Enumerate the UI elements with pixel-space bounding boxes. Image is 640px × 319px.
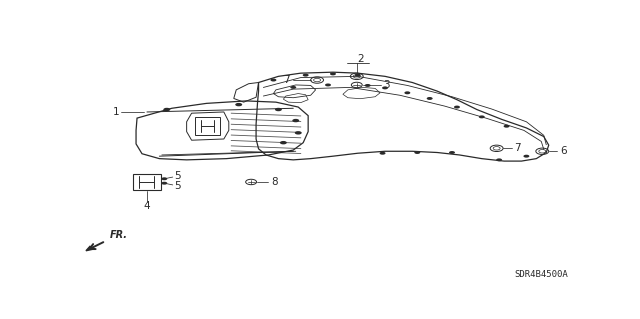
Circle shape <box>330 72 336 75</box>
Circle shape <box>427 97 433 100</box>
Circle shape <box>504 125 509 128</box>
Circle shape <box>271 78 276 82</box>
Text: 1: 1 <box>113 107 120 117</box>
Circle shape <box>275 108 282 111</box>
Text: 7: 7 <box>283 75 290 85</box>
Circle shape <box>161 177 167 180</box>
Circle shape <box>236 103 242 106</box>
Text: 7: 7 <box>514 143 521 153</box>
Circle shape <box>291 86 296 89</box>
Circle shape <box>454 106 460 108</box>
Text: 5: 5 <box>174 181 180 191</box>
Text: 3: 3 <box>383 80 390 90</box>
Circle shape <box>325 84 331 86</box>
Circle shape <box>380 152 385 155</box>
Circle shape <box>524 155 529 158</box>
Circle shape <box>161 182 167 185</box>
Circle shape <box>382 86 388 89</box>
Polygon shape <box>86 246 95 251</box>
Circle shape <box>303 74 308 77</box>
Text: 5: 5 <box>174 171 180 181</box>
Circle shape <box>295 131 301 135</box>
Circle shape <box>414 151 420 154</box>
Circle shape <box>292 119 300 122</box>
Text: 6: 6 <box>560 146 566 156</box>
Circle shape <box>479 115 484 118</box>
Circle shape <box>163 108 170 111</box>
Text: 4: 4 <box>143 201 150 211</box>
Circle shape <box>496 159 502 161</box>
Circle shape <box>365 84 371 87</box>
Circle shape <box>404 91 410 94</box>
Circle shape <box>449 151 455 154</box>
Text: SDR4B4500A: SDR4B4500A <box>515 270 568 279</box>
Circle shape <box>280 141 287 145</box>
Circle shape <box>355 74 361 77</box>
Text: FR.: FR. <box>110 230 128 241</box>
Text: 8: 8 <box>271 177 278 187</box>
Text: 2: 2 <box>357 54 364 64</box>
